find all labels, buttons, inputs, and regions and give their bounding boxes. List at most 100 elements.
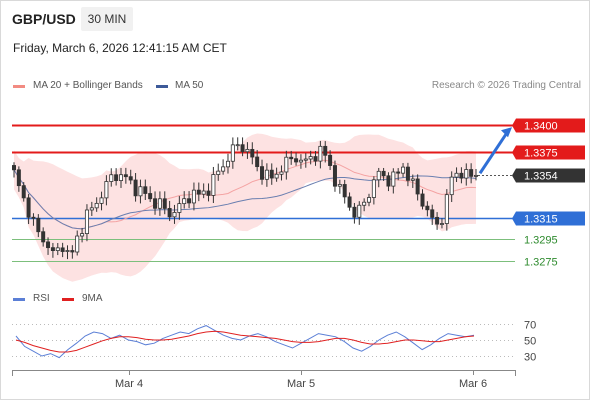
candle xyxy=(148,193,153,200)
candle xyxy=(138,186,143,197)
candle xyxy=(41,231,46,243)
candle xyxy=(225,160,230,168)
candle xyxy=(75,235,80,253)
rsi-ma-legend: 9MA xyxy=(82,293,103,304)
candle xyxy=(337,184,342,187)
candle xyxy=(80,233,85,237)
candle xyxy=(362,201,367,206)
candle xyxy=(16,169,21,187)
rsi-line xyxy=(15,325,475,359)
candle xyxy=(31,216,36,219)
projection-arrow-head xyxy=(501,127,512,138)
candle xyxy=(435,216,440,225)
x-tick-label: Mar 5 xyxy=(287,378,315,390)
candle xyxy=(177,203,182,213)
candle xyxy=(123,174,128,178)
candle xyxy=(250,148,255,158)
candle xyxy=(425,205,430,211)
candle xyxy=(459,172,464,179)
candle xyxy=(133,179,138,197)
ma20-legend: MA 20 + Bollinger Bands xyxy=(33,80,143,91)
candle xyxy=(347,196,352,208)
candle xyxy=(114,174,119,181)
ma50-swatch xyxy=(156,85,168,88)
candle xyxy=(143,186,148,194)
candle xyxy=(84,209,89,234)
candle xyxy=(60,247,65,252)
candle xyxy=(26,197,31,218)
candle xyxy=(469,169,474,177)
candle xyxy=(381,170,386,177)
candle xyxy=(376,170,381,181)
candle xyxy=(182,198,187,205)
candle xyxy=(89,207,94,211)
level-tag-1 xyxy=(512,145,585,160)
candle xyxy=(367,197,372,203)
candle xyxy=(328,154,333,166)
candle xyxy=(342,184,347,198)
candle xyxy=(473,174,478,177)
candle xyxy=(157,198,162,209)
rsi-tick-30: 30 xyxy=(524,352,536,364)
candle xyxy=(439,223,444,225)
level-tag-0 xyxy=(512,118,585,133)
candle xyxy=(308,156,313,160)
candle xyxy=(401,166,406,174)
candle xyxy=(191,189,196,204)
bollinger-band xyxy=(14,133,476,282)
datetime-label: Friday, March 6, 2026 12:41:15 AM CET xyxy=(13,41,227,55)
candle xyxy=(109,174,114,182)
level-label-0: 1.3400 xyxy=(524,121,558,133)
level-label-4: 1.3295 xyxy=(524,235,558,247)
level-label-5: 1.3275 xyxy=(524,257,558,269)
rsi-tick-70: 70 xyxy=(524,320,536,332)
candle xyxy=(396,171,401,174)
x-tick-label: Mar 6 xyxy=(459,378,487,390)
level-label-1: 1.3375 xyxy=(524,148,558,160)
candle xyxy=(167,208,172,218)
candle xyxy=(405,166,410,181)
candle xyxy=(415,178,420,195)
rsi-legend: RSI xyxy=(33,293,50,304)
candle xyxy=(294,158,299,163)
candle xyxy=(153,198,158,209)
level-label-2: 1.3354 xyxy=(524,171,558,183)
level-label-3: 1.3315 xyxy=(524,214,558,226)
candle xyxy=(279,171,284,175)
candle xyxy=(357,204,362,218)
level-tag-3 xyxy=(512,211,585,226)
candle xyxy=(216,170,221,175)
candle xyxy=(172,212,177,218)
candle xyxy=(187,198,192,204)
candle xyxy=(94,202,99,209)
candle xyxy=(444,194,449,224)
candle xyxy=(206,190,211,196)
candle xyxy=(298,159,303,163)
timeframe-button[interactable]: 30 MIN xyxy=(81,7,133,31)
candle xyxy=(332,165,337,187)
rsi-ma-line xyxy=(15,330,475,353)
copyright-label: Research © 2026 Trading Central xyxy=(431,80,581,91)
candle xyxy=(221,166,226,172)
candle xyxy=(230,144,235,162)
candle xyxy=(269,169,274,179)
candle xyxy=(260,166,265,180)
candle xyxy=(371,179,376,198)
candle xyxy=(303,158,308,161)
ma50-legend: MA 50 xyxy=(175,80,204,91)
candle xyxy=(211,174,216,196)
ma50-line xyxy=(13,169,477,230)
candle xyxy=(55,247,60,251)
candle xyxy=(313,156,318,162)
rsi-tick-50: 50 xyxy=(524,336,536,348)
candle xyxy=(196,189,201,195)
candle xyxy=(255,156,260,168)
candle xyxy=(318,145,323,162)
candle xyxy=(240,144,245,153)
candle xyxy=(284,156,289,173)
candle xyxy=(420,193,425,207)
candle xyxy=(118,174,123,181)
candle xyxy=(386,175,391,187)
candle xyxy=(21,185,26,199)
